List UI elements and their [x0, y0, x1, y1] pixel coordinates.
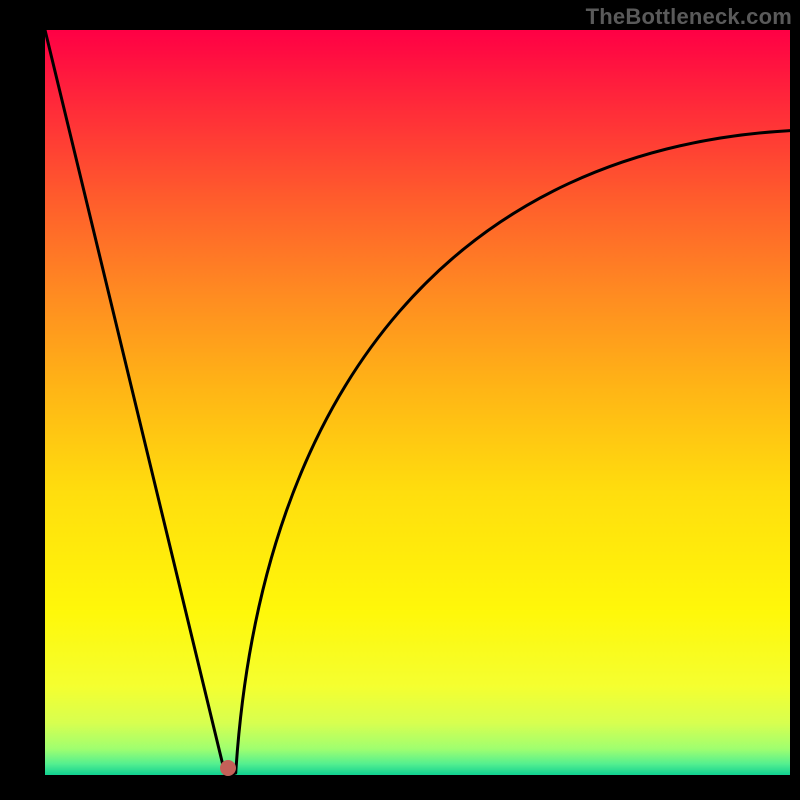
- optimum-marker-dot: [220, 760, 236, 776]
- watermark-text: TheBottleneck.com: [586, 4, 792, 30]
- plot-area-gradient: [45, 30, 790, 775]
- bottleneck-chart: TheBottleneck.com: [0, 0, 800, 800]
